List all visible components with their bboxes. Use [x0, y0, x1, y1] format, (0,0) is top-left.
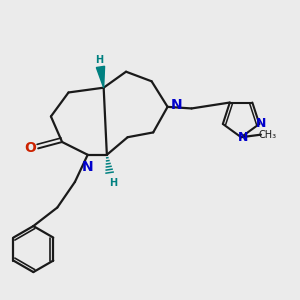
Text: N: N — [171, 98, 182, 112]
Text: H: H — [109, 178, 117, 188]
Text: CH₃: CH₃ — [259, 130, 277, 140]
Text: O: O — [24, 141, 36, 155]
Text: N: N — [238, 131, 248, 144]
Text: H: H — [95, 55, 103, 65]
Text: N: N — [82, 160, 94, 174]
Polygon shape — [96, 66, 105, 88]
Text: N: N — [256, 118, 266, 130]
